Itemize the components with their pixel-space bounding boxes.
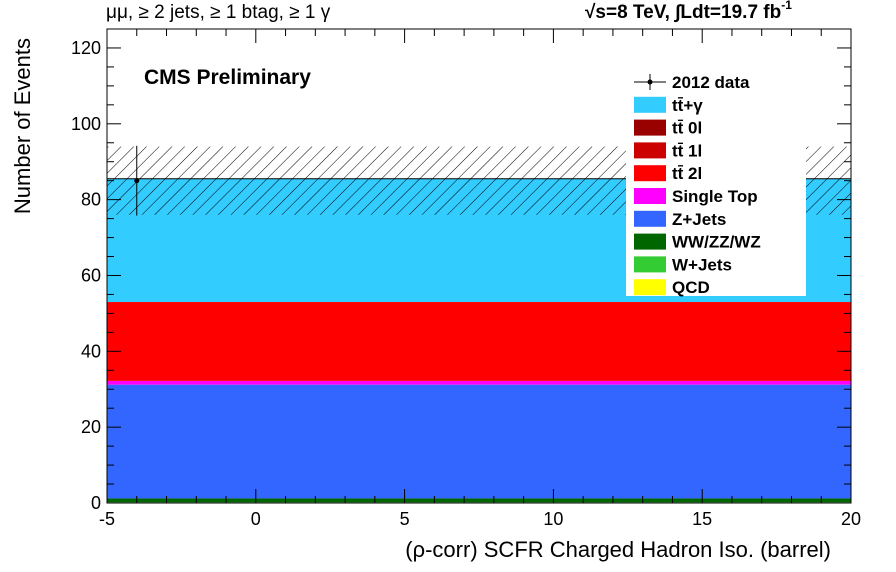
legend-swatch-ttgamma bbox=[634, 96, 666, 113]
stack-segment-zjets bbox=[107, 384, 851, 499]
legend-label-z-jets: Z+Jets bbox=[672, 210, 726, 229]
legend-label-2012-data: 2012 data bbox=[672, 73, 750, 92]
x-tick-label: 15 bbox=[692, 509, 712, 529]
legend-swatch-diboson bbox=[634, 233, 666, 250]
data-point bbox=[134, 178, 140, 184]
x-tick-label: 10 bbox=[543, 509, 563, 529]
legend-label-qcd: QCD bbox=[672, 278, 710, 297]
x-tick-label: -5 bbox=[99, 509, 115, 529]
legend-label-tt-2l: tt̄ 2l bbox=[672, 164, 702, 183]
y-tick-label: 0 bbox=[91, 493, 101, 513]
y-tick-label: 60 bbox=[81, 265, 101, 285]
legend-swatch-zjets bbox=[634, 210, 666, 227]
legend-swatch-singletop bbox=[634, 188, 666, 204]
y-axis-title: Number of Events bbox=[10, 38, 35, 214]
plot-frame bbox=[106, 28, 852, 504]
stack-segment-tt2l bbox=[107, 302, 851, 381]
chart-title: CMS Preliminary bbox=[144, 66, 311, 89]
legend-label-w-jets: W+Jets bbox=[672, 255, 732, 274]
energy-text: √s=8 TeV, bbox=[585, 2, 670, 23]
stack-segment-diboson bbox=[107, 498, 851, 503]
y-tick-label: 100 bbox=[71, 114, 101, 134]
y-tick-label: 120 bbox=[71, 38, 101, 58]
lumi-text: ∫Ldt=19.7 fb bbox=[675, 2, 782, 23]
x-tick-label: 20 bbox=[841, 509, 861, 529]
legend-label-single-top: Single Top bbox=[672, 187, 758, 206]
legend-swatch-wjets bbox=[634, 256, 666, 273]
stack-segment-singletop bbox=[107, 380, 851, 385]
selection-label: μμ, ≥ 2 jets, ≥ 1 btag, ≥ 1 γ bbox=[106, 2, 331, 23]
x-tick-label: 0 bbox=[251, 509, 261, 529]
legend-label-ww-zz-wz: WW/ZZ/WZ bbox=[672, 233, 761, 252]
legend-label-tt-0l: tt̄ 0l bbox=[672, 119, 702, 138]
legend-label-tt-1l: tt̄ 1l bbox=[672, 141, 702, 160]
legend-swatch-qcd bbox=[634, 279, 666, 296]
legend-swatch-tt1l bbox=[634, 142, 666, 159]
x-axis-title: (ρ-corr) SCFR Charged Hadron Iso. (barre… bbox=[405, 537, 831, 562]
legend-label-tt: tt̄+γ bbox=[672, 96, 703, 115]
y-tick-label: 20 bbox=[81, 417, 101, 437]
legend-marker-data bbox=[647, 79, 653, 85]
lumi-exponent: -1 bbox=[781, 0, 792, 12]
y-tick-label: 80 bbox=[81, 190, 101, 210]
legend-swatch-tt0l bbox=[634, 119, 666, 136]
y-tick-label: 40 bbox=[81, 341, 101, 361]
x-tick-label: 5 bbox=[400, 509, 410, 529]
energy-lumi-label: √s=8 TeV, ∫Ldt=19.7 fb-1 bbox=[585, 0, 792, 24]
legend-swatch-tt2l bbox=[634, 165, 666, 182]
